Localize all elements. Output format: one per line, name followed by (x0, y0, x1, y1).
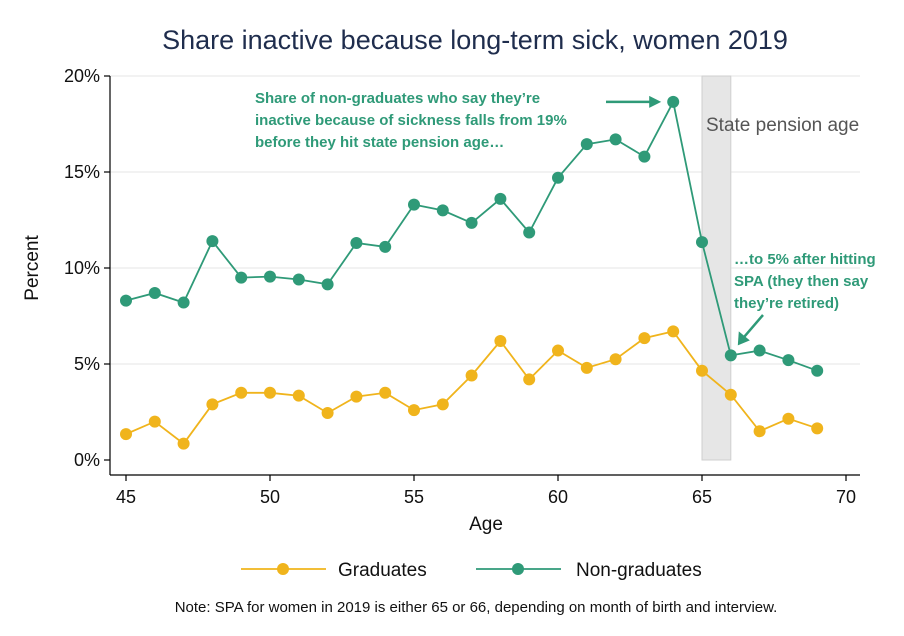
data-point-graduates (724, 388, 737, 401)
annotation-1-arrowhead (649, 95, 662, 108)
data-point-graduates (379, 386, 392, 399)
data-point-graduates (552, 344, 564, 357)
legend-label: Non-graduates (576, 560, 702, 581)
data-point-non-graduates (696, 236, 708, 249)
data-point-non-graduates (753, 344, 766, 357)
legend-swatch-marker (512, 563, 524, 575)
data-point-graduates (292, 389, 305, 402)
chart-title: Share inactive because long-term sick, w… (162, 25, 788, 55)
data-point-non-graduates (379, 240, 392, 253)
data-point-non-graduates (292, 273, 305, 286)
annotation-1-line: Share of non-graduates who say they’re (255, 90, 540, 107)
data-point-graduates (580, 361, 593, 374)
annotation-2-line: …to 5% after hitting (734, 251, 876, 268)
data-point-graduates (696, 364, 708, 377)
y-axis-label: Percent (22, 235, 43, 301)
data-point-non-graduates (120, 294, 132, 307)
data-point-non-graduates (494, 192, 507, 205)
y-tick-label: 15% (64, 162, 100, 182)
x-tick-label: 65 (692, 487, 712, 507)
data-point-graduates (177, 437, 190, 450)
data-point-graduates (667, 325, 680, 338)
data-point-graduates (264, 386, 276, 399)
plot-area (110, 76, 860, 475)
series-layer (120, 95, 824, 450)
data-point-non-graduates (811, 364, 824, 377)
data-point-graduates (609, 353, 622, 366)
data-point-non-graduates (465, 216, 478, 229)
data-point-graduates (120, 428, 132, 441)
data-point-graduates (148, 415, 161, 428)
data-point-graduates (638, 332, 651, 345)
x-tick-label: 55 (404, 487, 424, 507)
x-tick-label: 60 (548, 487, 568, 507)
x-tick-label: 70 (836, 487, 856, 507)
data-point-graduates (321, 406, 334, 419)
data-point-non-graduates (235, 271, 248, 284)
annotation-1-line: inactive because of sickness falls from … (255, 112, 567, 129)
y-tick-label: 0% (74, 450, 100, 470)
annotation-2-arrow (742, 314, 764, 339)
data-point-graduates (782, 412, 795, 425)
gridlines (110, 75, 860, 365)
data-point-non-graduates (321, 278, 334, 291)
data-point-non-graduates (408, 198, 420, 211)
y-tick-label: 5% (74, 354, 100, 374)
legend-swatch-marker (277, 563, 289, 575)
data-point-graduates (436, 398, 449, 411)
data-point-non-graduates (523, 226, 536, 239)
x-tick-label: 45 (116, 487, 136, 507)
data-point-non-graduates (782, 354, 795, 367)
data-point-graduates (753, 425, 766, 438)
data-point-graduates (408, 404, 420, 417)
data-point-graduates (350, 390, 363, 403)
x-axis-label: Age (469, 514, 503, 535)
annotation-2-arrowhead (737, 331, 750, 346)
legend: Graduates Non-graduates (241, 560, 702, 581)
plot-background (110, 76, 860, 475)
legend-label: Graduates (338, 560, 427, 581)
data-point-non-graduates (552, 171, 564, 184)
data-point-non-graduates (638, 150, 651, 163)
data-point-non-graduates (264, 270, 276, 283)
y-tick-label: 10% (64, 258, 100, 278)
data-point-graduates (206, 398, 219, 411)
data-point-non-graduates (667, 95, 680, 108)
chart-note: Note: SPA for women in 2019 is either 65… (175, 599, 778, 616)
y-tick-label: 20% (64, 66, 100, 86)
data-point-non-graduates (206, 235, 219, 248)
data-point-non-graduates (724, 349, 737, 362)
data-point-non-graduates (177, 296, 190, 309)
data-point-non-graduates (580, 138, 593, 151)
x-tick-label: 50 (260, 487, 280, 507)
annotation-2-line: they’re retired) (734, 295, 839, 312)
annotations: Share of non-graduates who say they’re in… (255, 90, 876, 346)
data-point-graduates (523, 373, 536, 386)
annotation-2-line: SPA (they then say (734, 273, 869, 290)
annotation-1-line: before they hit state pension age… (255, 134, 504, 151)
axes: 0% 5% 10% 15% 20% 45 50 55 60 65 70 (64, 66, 860, 507)
data-point-non-graduates (436, 204, 449, 217)
spa-label: State pension age (706, 115, 859, 136)
data-point-graduates (494, 334, 507, 347)
data-point-graduates (811, 422, 824, 435)
data-point-graduates (465, 369, 478, 382)
data-point-non-graduates (609, 133, 622, 146)
data-point-non-graduates (350, 237, 363, 250)
data-point-non-graduates (148, 286, 161, 299)
data-point-graduates (235, 386, 248, 399)
